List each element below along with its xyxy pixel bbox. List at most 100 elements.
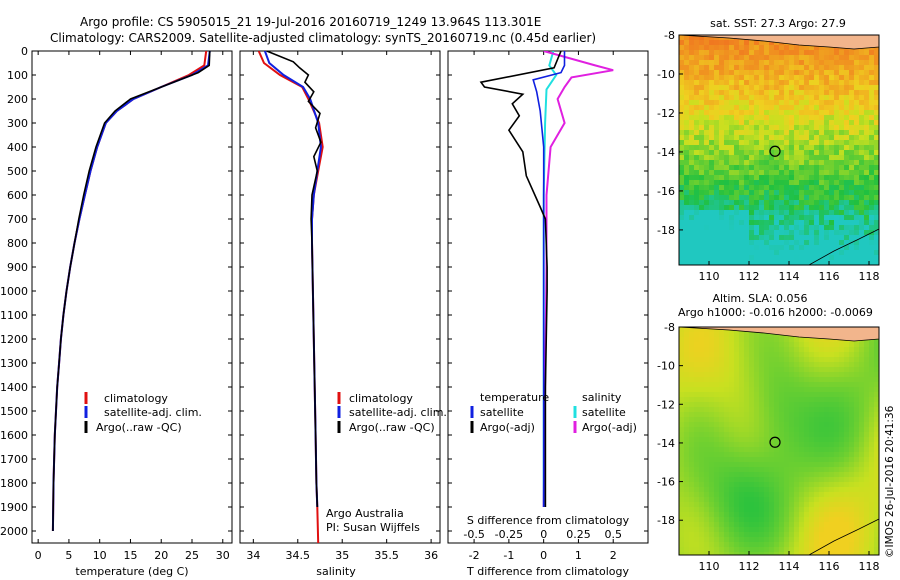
difference-s-tick-label: -0.5 — [463, 528, 484, 541]
map-cell — [839, 75, 845, 81]
depth-tick-label: 400 — [7, 141, 28, 154]
map-cell — [684, 130, 690, 136]
map-cell — [874, 497, 879, 503]
map-cell — [864, 200, 870, 206]
map-cell — [734, 517, 740, 523]
map-cell — [794, 377, 800, 383]
map-cell — [694, 537, 700, 543]
map-cell — [809, 160, 815, 166]
map-cell — [699, 55, 705, 61]
map-cell — [739, 467, 745, 473]
map-cell — [864, 442, 870, 448]
map-cell — [854, 235, 860, 241]
map-cell — [749, 512, 755, 518]
map-cell — [684, 180, 690, 186]
map-cell — [859, 512, 865, 518]
map-cell — [784, 260, 790, 265]
map-cell — [849, 100, 855, 106]
map-cell — [819, 70, 825, 76]
map-cell — [829, 65, 835, 71]
map-cell — [874, 392, 879, 398]
sst-map-y-tick-label: -8 — [664, 29, 675, 42]
depth-tick-label: 1900 — [0, 501, 28, 514]
map-cell — [804, 160, 810, 166]
map-cell — [799, 195, 805, 201]
map-cell — [814, 407, 820, 413]
map-cell — [699, 432, 705, 438]
map-cell — [739, 332, 745, 338]
map-cell — [749, 240, 755, 246]
map-cell — [849, 437, 855, 443]
map-cell — [699, 407, 705, 413]
map-cell — [794, 442, 800, 448]
map-cell — [764, 210, 770, 216]
map-cell — [864, 392, 870, 398]
map-cell — [789, 432, 795, 438]
map-cell — [754, 357, 760, 363]
map-cell — [769, 175, 775, 181]
map-cell — [689, 427, 695, 433]
map-cell — [749, 245, 755, 251]
map-cell — [734, 417, 740, 423]
map-cell — [699, 502, 705, 508]
map-cell — [854, 105, 860, 111]
map-cell — [769, 422, 775, 428]
map-cell — [804, 452, 810, 458]
map-cell — [829, 362, 835, 368]
map-cell — [679, 65, 685, 71]
map-cell — [689, 372, 695, 378]
map-cell — [774, 357, 780, 363]
map-cell — [759, 362, 765, 368]
map-cell — [794, 547, 800, 553]
map-cell — [734, 175, 740, 181]
map-cell — [704, 452, 710, 458]
map-cell — [799, 447, 805, 453]
difference-xlabel: T difference from climatology — [466, 565, 629, 578]
map-cell — [709, 357, 715, 363]
map-cell — [684, 362, 690, 368]
map-cell — [864, 517, 870, 523]
map-cell — [834, 502, 840, 508]
map-cell — [694, 527, 700, 533]
map-cell — [824, 80, 830, 86]
map-cell — [869, 120, 875, 126]
map-cell — [689, 65, 695, 71]
map-cell — [784, 417, 790, 423]
map-cell — [769, 170, 775, 176]
map-cell — [749, 547, 755, 553]
map-cell — [874, 200, 879, 206]
map-cell — [809, 437, 815, 443]
map-cell — [839, 432, 845, 438]
map-cell — [779, 140, 785, 146]
map-cell — [719, 160, 725, 166]
map-cell — [859, 422, 865, 428]
map-cell — [714, 170, 720, 176]
map-cell — [704, 65, 710, 71]
map-cell — [874, 65, 879, 71]
map-cell — [719, 175, 725, 181]
map-cell — [689, 95, 695, 101]
depth-tick-label: 300 — [7, 117, 28, 130]
map-cell — [714, 347, 720, 353]
map-cell — [869, 427, 875, 433]
map-cell — [729, 382, 735, 388]
map-cell — [694, 357, 700, 363]
map-cell — [864, 352, 870, 358]
map-cell — [724, 447, 730, 453]
map-cell — [849, 482, 855, 488]
legend-label: climatology — [104, 392, 168, 405]
map-cell — [689, 105, 695, 111]
map-cell — [824, 225, 830, 231]
map-cell — [754, 352, 760, 358]
map-cell — [804, 260, 810, 265]
map-cell — [724, 205, 730, 211]
map-cell — [734, 210, 740, 216]
map-cell — [734, 195, 740, 201]
map-cell — [709, 482, 715, 488]
map-cell — [819, 512, 825, 518]
map-cell — [684, 80, 690, 86]
map-cell — [734, 245, 740, 251]
map-cell — [859, 105, 865, 111]
map-cell — [704, 527, 710, 533]
map-cell — [859, 412, 865, 418]
